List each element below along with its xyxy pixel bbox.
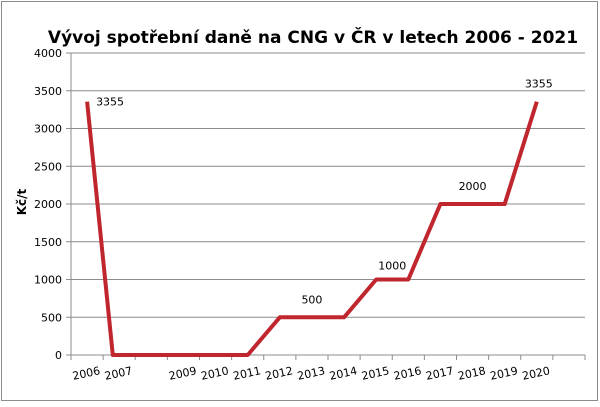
y-tick-label: 2500 (34, 160, 62, 173)
data-label: 3355 (96, 96, 124, 109)
y-axis-ticks: 0 500 1000 1500 2000 2500 3000 3500 4000 (34, 47, 71, 362)
x-tick-label: 2014 (328, 364, 358, 383)
y-tick-label: 1500 (34, 236, 62, 249)
y-tick-label: 1000 (34, 274, 62, 287)
series-line (85, 101, 539, 357)
gridlines (71, 52, 585, 318)
x-tick-label: 2020 (521, 364, 551, 383)
x-tick-label: 2017 (425, 364, 455, 383)
x-tick-label: 2018 (457, 364, 487, 383)
x-tick-label: 2012 (264, 364, 294, 383)
x-axis-ticks: 2006 2007 2009 2010 2011 2012 2013 2014 2015 2016… (70, 355, 586, 383)
y-tick-label: 4000 (34, 47, 62, 60)
x-tick-label: 2013 (296, 364, 326, 383)
y-tick-label: 2000 (34, 198, 62, 211)
series-group (85, 101, 539, 357)
x-tick-label: 2010 (200, 364, 230, 383)
data-label: 3355 (525, 78, 553, 91)
y-tick-label: 0 (55, 349, 62, 362)
data-label: 1000 (378, 260, 406, 273)
x-tick-label: 2016 (393, 364, 423, 383)
chart-title: Vývoj spotřební daně na CNG v ČR v letec… (48, 26, 578, 48)
y-axis-label: Kč/t (15, 188, 29, 215)
y-tick-label: 500 (41, 311, 62, 324)
x-tick-label: 2019 (489, 364, 519, 383)
y-tick-label: 3000 (34, 123, 62, 136)
line-chart: Vývoj spotřební daně na CNG v ČR v letec… (15, 26, 586, 383)
data-label: 500 (301, 293, 322, 306)
x-tick-label: 2009 (168, 364, 198, 383)
data-labels: 3355 500 1000 2000 3355 (96, 78, 553, 307)
x-tick-label: 2007 (103, 364, 133, 383)
data-label: 2000 (459, 180, 487, 193)
x-tick-label: 2015 (360, 364, 390, 383)
x-tick-label: 2011 (232, 364, 262, 383)
x-tick-label: 2006 (71, 364, 101, 383)
chart-frame: Vývoj spotřební daně na CNG v ČR v letec… (1, 1, 598, 401)
y-tick-label: 3500 (34, 85, 62, 98)
